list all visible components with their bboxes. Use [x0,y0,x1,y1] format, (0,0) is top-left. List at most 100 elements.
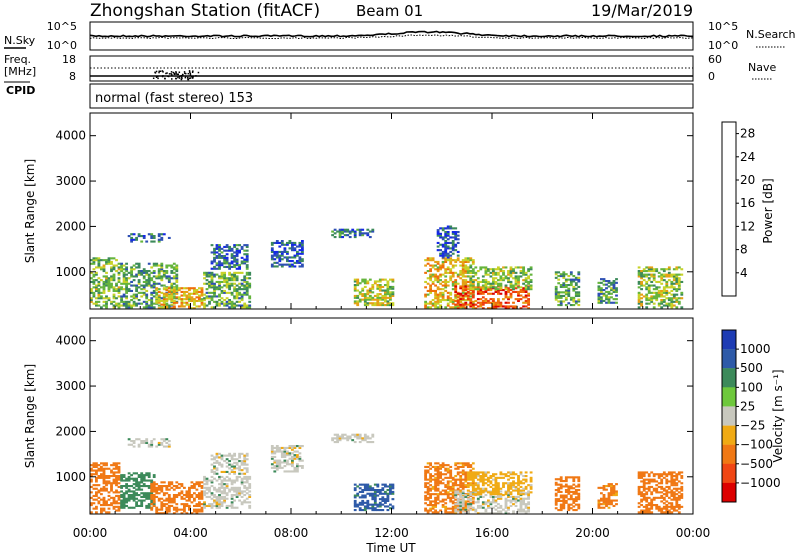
scatter-cell [127,477,131,480]
scatter-cell [180,294,184,297]
freq-jitter-dot [189,72,192,75]
scatter-cell [602,278,606,281]
scatter-cell [130,236,134,240]
scatter-cell [647,478,651,481]
scatter-cell [185,294,189,297]
scatter-cell [655,473,659,476]
scatter-cell [112,266,116,269]
scatter-cell [233,306,237,309]
scatter-cell [640,504,644,507]
scatter-cell [162,233,166,236]
scatter-cell [122,499,126,502]
scatter-cell [170,486,174,489]
scatter-cell [479,298,483,301]
scatter-cell [564,285,568,289]
scatter-cell [577,496,581,499]
scatter-cell [464,257,468,260]
scatter-cell [489,475,493,478]
scatter-cell [298,265,302,268]
scatter-cell [225,279,229,282]
scatter-cell [172,508,176,511]
scatter-cell [444,306,448,309]
scatter-cell [527,292,531,295]
scatter-cell [358,501,362,504]
scatter-cell [195,495,199,499]
scatter-cell [127,490,131,493]
scatter-cell [436,270,440,273]
scatter-cell [481,501,485,504]
scatter-cell [562,507,566,510]
scatter-cell [655,293,659,296]
scatter-cell [200,287,204,290]
scatter-cell [459,294,463,297]
scatter-cell [381,509,385,512]
scatter-cell [454,464,458,467]
scatter-cell [120,300,124,303]
scatter-cell [574,496,578,499]
scatter-cell [471,279,475,282]
scatter-cell [92,293,96,296]
scatter-cell [647,270,651,273]
scatter-cell [107,491,111,494]
scatter-cell [507,277,510,280]
y-tick-label: 2000 [55,219,86,233]
scatter-cell [469,504,473,508]
scatter-cell [233,256,237,259]
scatter-cell [446,238,450,241]
scatter-cell [188,292,191,295]
scatter-cell [167,445,171,448]
scatter-cell [672,478,676,481]
scatter-cell [381,278,385,281]
scatter-cell [353,234,357,237]
scatter-cell [429,279,433,282]
scatter-cell [205,295,209,298]
scatter-cell [680,494,684,498]
scatter-cell [175,481,179,484]
scatter-cell [451,243,455,246]
scatter-cell [368,441,372,444]
scatter-cell [492,270,495,273]
scatter-cell [130,304,134,307]
scatter-cell [296,463,299,466]
scatter-cell [157,443,161,446]
freq-jitter-dot [187,78,189,81]
scatter-cell [243,279,247,282]
scatter-cell [499,268,503,271]
scatter-cell [670,284,674,287]
scatter-cell [444,511,448,514]
scatter-cell [333,441,337,444]
scatter-cell [514,485,518,489]
scatter-cell [220,504,224,508]
scatter-cell [439,491,443,494]
scatter-cell [203,504,206,508]
scatter-cell [670,476,674,479]
scatter-cell [605,499,608,502]
scatter-cell [230,282,234,285]
scatter-cell [471,502,475,505]
scatter-cell [102,300,106,303]
scatter-cell [245,501,249,504]
scatter-cell [436,280,440,284]
scatter-cell [466,271,470,274]
scatter-cell [436,260,440,264]
scatter-cell [487,480,490,483]
scatter-cell [218,503,221,506]
scatter-cell [110,270,113,273]
scatter-cell [554,287,558,290]
scatter-cell [667,487,671,490]
scatter-cell [461,279,465,282]
scatter-cell [461,478,465,481]
power-ylabel: Slant Range [km] [23,159,37,263]
scatter-cell [655,295,659,298]
scatter-cell [474,303,478,306]
scatter-cell [248,297,252,300]
scatter-cell [278,263,282,266]
scatter-cell [466,280,470,284]
nsky-trace [89,30,693,38]
scatter-cell [193,510,196,513]
scatter-cell [489,307,493,310]
scatter-cell [152,271,156,274]
scatter-cell [454,462,458,465]
scatter-cell [386,509,390,512]
scatter-cell [574,302,578,305]
